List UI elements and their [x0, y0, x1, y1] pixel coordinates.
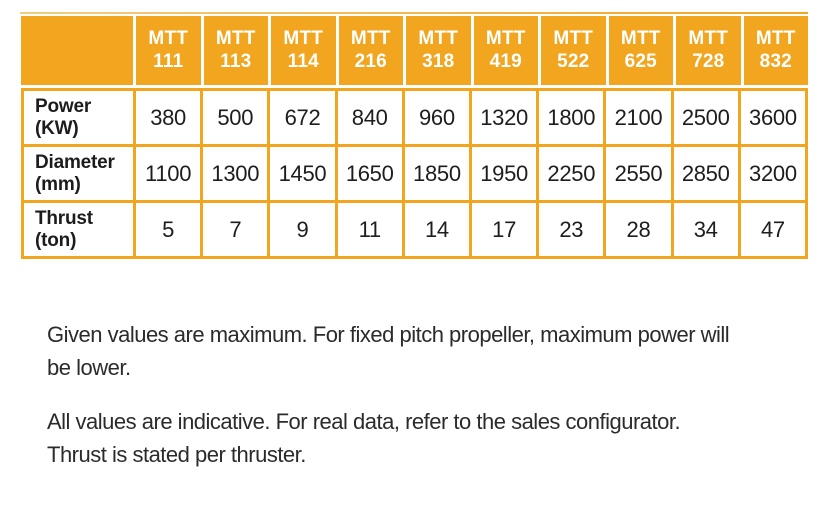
table-cell-power: 960	[404, 91, 469, 144]
column-header-line1: MTT	[283, 28, 324, 50]
column-header-line1: MTT	[215, 28, 256, 50]
table-cell-power: 840	[337, 91, 402, 144]
row-label-thrust: Thrust (ton)	[24, 203, 133, 256]
column-header-line1: MTT	[620, 28, 661, 50]
column-header-line1: MTT	[688, 28, 729, 50]
column-header-mtt-832: MTT 832	[743, 16, 808, 85]
column-header-line1: MTT	[485, 28, 526, 50]
column-header-line2: 728	[692, 50, 725, 72]
row-label-diameter: Diameter (mm)	[24, 147, 133, 200]
note-line: Thrust is stated per thruster.	[47, 442, 306, 467]
column-header-line2: 216	[354, 50, 387, 72]
row-label-text: Power	[35, 95, 92, 117]
table-cell-diameter: 1950	[471, 147, 537, 200]
table-cell-thrust: 17	[471, 203, 537, 256]
table-cell-diameter: 2250	[539, 147, 604, 200]
table-cell-power: 3600	[740, 91, 805, 144]
row-label-power: Power (KW)	[24, 91, 133, 144]
column-header-line2: 522	[557, 50, 590, 72]
note-max-values: Given values are maximum. For fixed pitc…	[47, 318, 730, 384]
column-header-line1: MTT	[418, 28, 459, 50]
table-cell-thrust: 28	[606, 203, 671, 256]
column-header-line2: 318	[422, 50, 455, 72]
row-label-text: Diameter	[35, 151, 115, 173]
column-header-line1: MTT	[755, 28, 796, 50]
table-cell-diameter: 1450	[270, 147, 335, 200]
table-cell-power: 380	[136, 91, 201, 144]
table-cell-power: 2100	[606, 91, 671, 144]
table-cell-thrust: 23	[539, 203, 604, 256]
column-header-mtt-113: MTT 113	[203, 16, 268, 85]
table-cell-diameter: 1850	[404, 147, 469, 200]
column-header-line2: 113	[220, 50, 252, 72]
column-header-mtt-728: MTT 728	[676, 16, 741, 85]
table-cell-thrust: 47	[740, 203, 805, 256]
table-cell-thrust: 5	[136, 203, 201, 256]
column-header-line1: MTT	[553, 28, 594, 50]
table-cell-diameter: 2850	[673, 147, 738, 200]
column-header-line2: 832	[759, 50, 792, 72]
thruster-spec-table: MTT 111 MTT 113 MTT 114 MTT 216 MTT 318 …	[21, 16, 808, 259]
column-header-line1: MTT	[350, 28, 391, 50]
column-header-mtt-111: MTT 111	[136, 16, 201, 85]
column-header-line2: 419	[489, 50, 522, 72]
table-cell-thrust: 11	[337, 203, 402, 256]
column-header-line1: MTT	[148, 28, 189, 50]
table-cell-thrust: 14	[404, 203, 469, 256]
note-indicative-values: All values are indicative. For real data…	[47, 405, 681, 471]
column-header-mtt-419: MTT 419	[473, 16, 538, 85]
note-line: All values are indicative. For real data…	[47, 409, 681, 434]
column-header-mtt-216: MTT 216	[338, 16, 403, 85]
note-line: be lower.	[47, 355, 131, 380]
table-cell-diameter: 2550	[606, 147, 671, 200]
table-cell-thrust: 34	[673, 203, 738, 256]
table-cell-thrust: 9	[270, 203, 335, 256]
column-header-mtt-625: MTT 625	[608, 16, 673, 85]
table-cell-diameter: 3200	[740, 147, 805, 200]
table-cell-thrust: 7	[203, 203, 268, 256]
table-cell-diameter: 1300	[203, 147, 268, 200]
table-cell-power: 672	[270, 91, 335, 144]
column-header-line2: 625	[624, 50, 657, 72]
table-cell-diameter: 1650	[337, 147, 402, 200]
table-cell-power: 2500	[673, 91, 738, 144]
column-header-mtt-522: MTT 522	[541, 16, 606, 85]
column-header-line2: 114	[287, 50, 319, 72]
row-label-unit: (ton)	[35, 229, 77, 251]
column-header-line2: 111	[153, 50, 184, 72]
column-header-mtt-114: MTT 114	[271, 16, 336, 85]
column-header-mtt-318: MTT 318	[406, 16, 471, 85]
table-cell-power: 1800	[539, 91, 604, 144]
row-label-unit: (KW)	[35, 117, 79, 139]
table-cell-diameter: 1100	[136, 147, 201, 200]
table-header-row: MTT 111 MTT 113 MTT 114 MTT 216 MTT 318 …	[21, 16, 808, 85]
table-cell-power: 1320	[471, 91, 537, 144]
table-corner-cell	[21, 16, 133, 85]
row-label-text: Thrust	[35, 207, 93, 229]
table-cell-power: 500	[203, 91, 268, 144]
row-label-unit: (mm)	[35, 173, 81, 195]
note-line: Given values are maximum. For fixed pitc…	[47, 322, 730, 347]
top-divider-rule	[20, 12, 808, 14]
table-body: Power (KW) 380 500 672 840 960 1320 1800…	[21, 88, 808, 259]
